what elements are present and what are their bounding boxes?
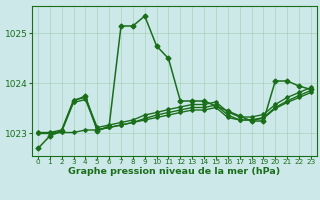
X-axis label: Graphe pression niveau de la mer (hPa): Graphe pression niveau de la mer (hPa) [68, 167, 281, 176]
